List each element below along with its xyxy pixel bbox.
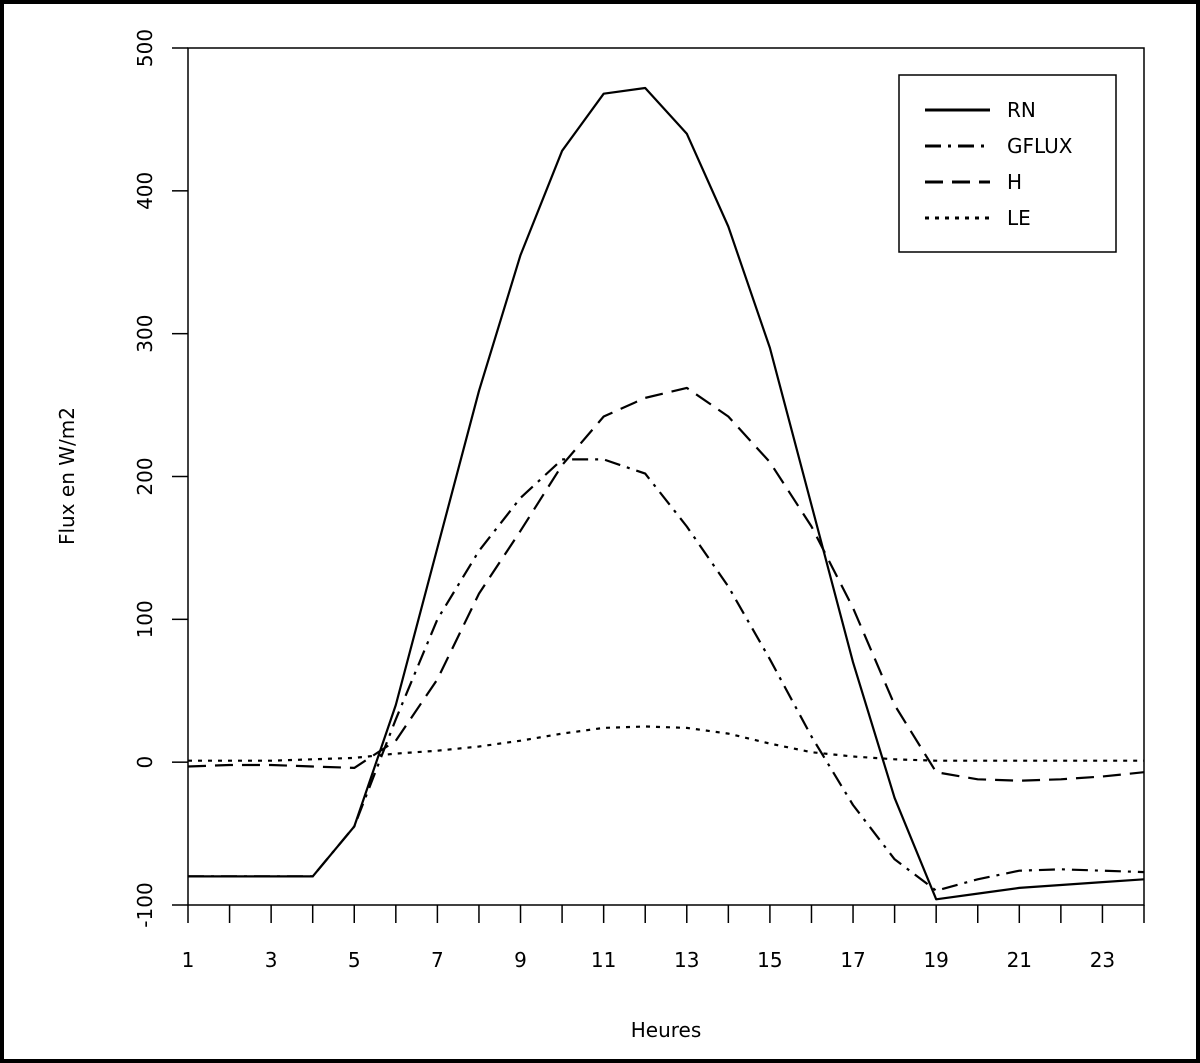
x-tick-label: 1	[182, 948, 195, 972]
x-axis: 1 3 5 7 9 11 13 15 17 19 21 23	[182, 905, 1145, 972]
x-tick-label: 23	[1090, 948, 1115, 972]
y-tick-label: 200	[133, 457, 157, 495]
series-line-le	[188, 725, 1144, 762]
legend-label-rn: RN	[1007, 98, 1036, 122]
x-tick-label: 17	[840, 948, 865, 972]
y-tick-label: 500	[133, 29, 157, 67]
legend-box	[898, 74, 1117, 253]
series-line-gflux	[188, 458, 1145, 892]
y-tick-label: 400	[133, 172, 157, 210]
x-tick-label: 15	[757, 948, 782, 972]
legend: RN GFLUX H LE	[898, 74, 1117, 253]
legend-label-h: H	[1007, 170, 1022, 194]
x-tick-label: 7	[431, 948, 444, 972]
x-axis-title: Heures	[631, 1018, 702, 1042]
y-tick-label: -100	[133, 882, 157, 927]
x-tick-label: 5	[348, 948, 361, 972]
x-tick-label: 21	[1007, 948, 1032, 972]
series-layer	[187, 86, 1145, 901]
x-tick-label: 19	[923, 948, 948, 972]
legend-label-le: LE	[1007, 206, 1031, 230]
series-line-h	[187, 386, 1145, 782]
y-axis: -100 0 100 200 300 400 500	[133, 29, 188, 928]
y-tick-label: 0	[133, 756, 157, 769]
x-tick-label: 13	[674, 948, 699, 972]
legend-label-gflux: GFLUX	[1007, 134, 1073, 158]
x-tick-label: 11	[591, 948, 616, 972]
y-tick-label: 300	[133, 315, 157, 353]
y-tick-label: 100	[133, 600, 157, 638]
x-tick-label: 9	[514, 948, 527, 972]
y-axis-title: Flux en W/m2	[55, 407, 79, 545]
x-tick-label: 3	[265, 948, 278, 972]
